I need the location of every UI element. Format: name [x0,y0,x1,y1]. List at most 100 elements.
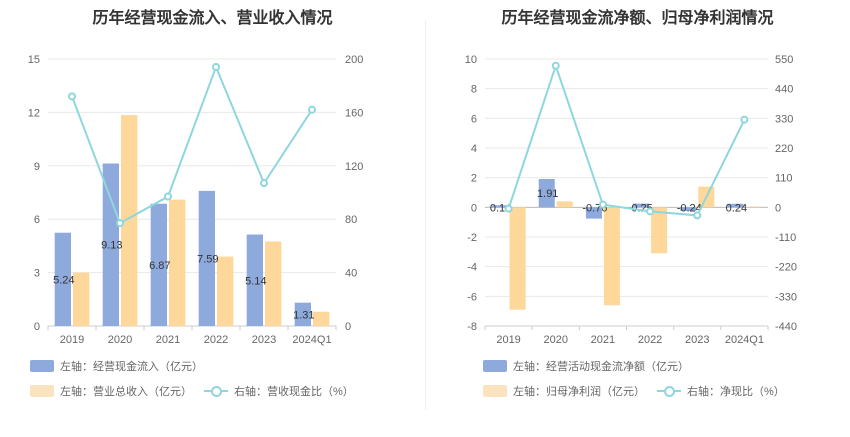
right-chart-y-left-tick: -2 [467,232,477,244]
left-chart-x-tick-label: 2023 [252,334,276,346]
left-chart-y-left-tick: 0 [34,321,40,333]
right-chart-y-left-tick: 10 [465,54,477,66]
right-legend-row-2: 左轴：归母净利润（亿元） 右轴：净现比（%） [483,383,797,399]
right-chart-bar [538,179,555,208]
right-chart-line-point [740,115,749,124]
right-chart-y-left-tick: 2 [471,173,477,185]
left-legend-swatch-bar1 [30,360,54,372]
right-chart-line-point [598,200,607,209]
left-legend-item-bar2[interactable]: 左轴：营业总收入（亿元） [30,383,192,399]
right-chart-panel: 历年经营现金流净额、归母净利润情况 -8 -6 -4 -2 0 2 4 6 8 10 -440 -33… [425,0,850,437]
right-chart-line-series [507,62,746,217]
left-legend-item-line[interactable]: 右轴：营收现金比（%） [204,383,354,399]
right-chart-line-point [693,211,702,220]
right-chart-y-right-tick: -440 [775,321,797,333]
left-legend-label-bar1: 左轴：经营现金流入（亿元） [60,361,203,373]
left-chart-x-tick-label: 2019 [60,334,84,346]
right-chart-title: 历年经营现金流净额、归母净利润情况 [501,10,774,27]
right-chart-bar [556,201,573,208]
left-chart-bar-data-label: 1.31 [293,309,314,321]
left-legend-label-bar2: 左轴：营业总收入（亿元） [60,386,192,398]
left-chart-y-left-tick: 3 [34,268,40,280]
left-legend-row-1: 左轴：经营现金流入（亿元） [30,358,215,374]
right-chart-y-right-tick: 550 [775,54,793,66]
left-chart-bar-data-label: 6.87 [149,260,170,272]
right-legend-label-bar2: 左轴：归母净利润（亿元） [513,386,645,398]
right-chart-svg: -8 -6 -4 -2 0 2 4 6 8 10 -440 -330 -220 -110 0 110 220 33… [465,54,797,346]
left-legend-swatch-bar2 [30,385,54,397]
right-chart-y-right-tick: 330 [775,113,793,125]
left-chart-x-tick-label: 2024Q1 [292,334,331,346]
left-chart-line-point [164,192,172,201]
left-chart-y-right-tick: 80 [345,214,357,226]
left-chart-panel: 历年经营现金流入、营业收入情况 0 3 6 9 12 15 0 40 80 120 160 200 20… [28,10,366,399]
right-chart-bar [633,203,650,208]
right-legend-row-1: 左轴：经营活动现金流净额（亿元） [483,358,701,374]
right-legend-label-line: 右轴：净现比（%） [687,386,785,398]
left-chart-line-point [68,92,76,101]
left-chart-title: 历年经营现金流入、营业收入情况 [92,10,333,27]
left-chart-bar [73,272,90,326]
left-chart-bar-data-label: 9.13 [101,240,122,252]
right-chart-bar [680,207,697,211]
right-chart-bar [727,203,744,208]
right-chart-line-point [504,204,513,213]
left-chart-y-left-tick: 9 [34,161,40,173]
right-chart-bar [651,207,668,254]
left-chart-bar [150,203,167,326]
right-legend-swatch-bar2 [483,385,507,397]
left-chart-y-right-tick: 120 [345,161,363,173]
right-chart-y-right-tick: -220 [775,262,797,274]
right-chart-y-right-tick: -110 [775,232,796,244]
left-chart-bar [313,311,330,326]
left-chart-bar [54,232,71,326]
left-chart-bar-data-label: 5.24 [53,274,74,286]
right-chart-bar-data-label: -0.24 [677,202,702,214]
right-legend-item-bar1[interactable]: 左轴：经营活动现金流净额（亿元） [483,358,689,374]
left-chart-svg: 0 3 6 9 12 15 0 40 80 120 160 200 2019 2020 2021 2022 20… [28,54,364,346]
right-chart-y-right-tick: 110 [775,173,793,185]
left-legend-swatch-line [204,385,228,397]
right-chart-x-tick-label: 2021 [591,334,615,346]
left-chart-line-series [71,64,313,225]
right-legend-swatch-line [657,385,681,397]
left-chart-bar [169,199,186,326]
left-chart-line-point [260,179,268,188]
right-chart-y-left-tick: -4 [467,262,477,274]
left-chart-bar [294,302,311,326]
right-chart-line-point [551,61,560,70]
right-chart-bar [491,205,508,208]
panel-divider [425,20,426,410]
left-legend-row-2: 左轴：营业总收入（亿元） 右轴：营收现金比（%） [30,383,366,399]
left-chart-y-right-tick: 0 [345,321,351,333]
left-chart-x-tick-label: 2022 [204,334,228,346]
right-chart-x-tick-label: 2024Q1 [725,334,764,346]
right-chart-bar-data-label: 1.91 [537,188,558,200]
right-chart-y-right-tick: 0 [775,202,781,214]
right-chart-x-tick-label: 2019 [496,334,520,346]
right-chart-y-right-tick: -330 [775,291,797,303]
left-chart-y-right-tick: 160 [345,107,363,119]
right-legend-item-bar2[interactable]: 左轴：归母净利润（亿元） [483,383,645,399]
right-chart-x-tick-label: 2020 [544,334,568,346]
left-chart-bar [198,190,215,326]
right-chart-bar [585,207,602,219]
right-chart-line-point [646,207,655,216]
right-legend-label-bar1: 左轴：经营活动现金流净额（亿元） [513,361,689,373]
left-chart-bar-data-label: 5.14 [245,275,266,287]
left-legend-item-bar1[interactable]: 左轴：经营现金流入（亿元） [30,358,203,374]
right-chart-bar [745,206,762,208]
right-chart-bar [509,207,526,310]
right-chart-y-left-tick: 0 [471,202,477,214]
left-chart-x-tick-label: 2021 [156,334,180,346]
right-chart-bar [603,207,620,306]
right-chart-bar-data-label: 0.24 [726,202,747,214]
right-legend-item-line[interactable]: 右轴：净现比（%） [657,383,785,399]
left-chart-x-tick-label: 2020 [108,334,132,346]
right-legend-swatch-bar1 [483,360,507,372]
left-chart-line-point [116,219,124,228]
left-chart-bar [102,163,119,326]
right-chart-y-right-tick: 220 [775,143,793,155]
left-chart-y-left-tick: 12 [28,107,40,119]
left-chart-line-point [308,105,316,114]
